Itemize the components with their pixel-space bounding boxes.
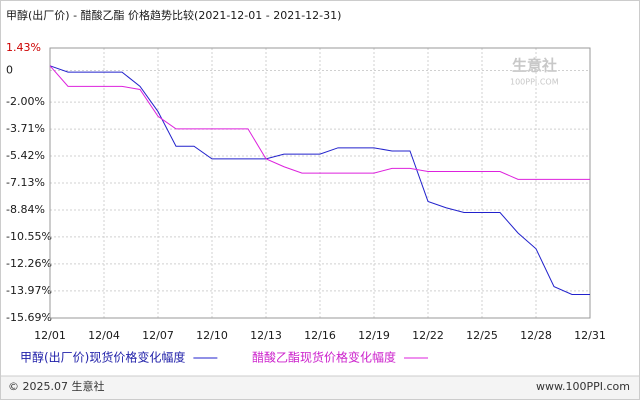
y-tick-label: -5.42% xyxy=(6,149,45,162)
footer-bg xyxy=(1,376,639,399)
x-tick-label: 12/16 xyxy=(304,329,336,342)
y-tick-label: -10.55% xyxy=(6,230,52,243)
y-tick-label: -7.13% xyxy=(6,176,45,189)
x-tick-label: 12/01 xyxy=(34,329,66,342)
footer-left: © 2025.07 生意社 xyxy=(8,379,104,393)
y-tick-label: -8.84% xyxy=(6,203,45,216)
y-tick-label: -15.69% xyxy=(6,311,52,324)
plot-border xyxy=(49,47,591,319)
x-tick-label: 12/13 xyxy=(250,329,282,342)
x-tick-label: 12/10 xyxy=(196,329,228,342)
chart-title: 甲醇(出厂价) - 醋酸乙酯 价格趋势比较(2021-12-01 - 2021-… xyxy=(6,8,341,22)
footer-right: www.100PPI.com xyxy=(536,380,630,393)
y-tick-label: 1.43% xyxy=(6,41,41,54)
y-tick-label: -13.97% xyxy=(6,284,52,297)
y-tick-label: -2.00% xyxy=(6,95,45,108)
x-tick-label: 12/19 xyxy=(358,329,390,342)
legend-label: 醋酸乙酯现货价格变化幅度 xyxy=(252,350,396,365)
watermark: 生意社 xyxy=(512,57,557,75)
x-tick-label: 12/25 xyxy=(466,329,498,342)
legend-label: 甲醇(出厂价)现货价格变化幅度 xyxy=(20,350,185,365)
x-tick-label: 12/31 xyxy=(574,329,606,342)
x-tick-label: 12/07 xyxy=(142,329,174,342)
series-line xyxy=(49,65,590,180)
x-tick-label: 12/22 xyxy=(412,329,444,342)
y-tick-label: -12.26% xyxy=(6,257,52,270)
y-tick-label: -3.71% xyxy=(6,122,45,135)
x-tick-label: 12/04 xyxy=(88,329,120,342)
y-tick-label: 0 xyxy=(6,64,13,77)
series-line xyxy=(49,65,590,296)
x-tick-label: 12/28 xyxy=(520,329,552,342)
watermark: 100PPI.COM xyxy=(510,78,559,87)
